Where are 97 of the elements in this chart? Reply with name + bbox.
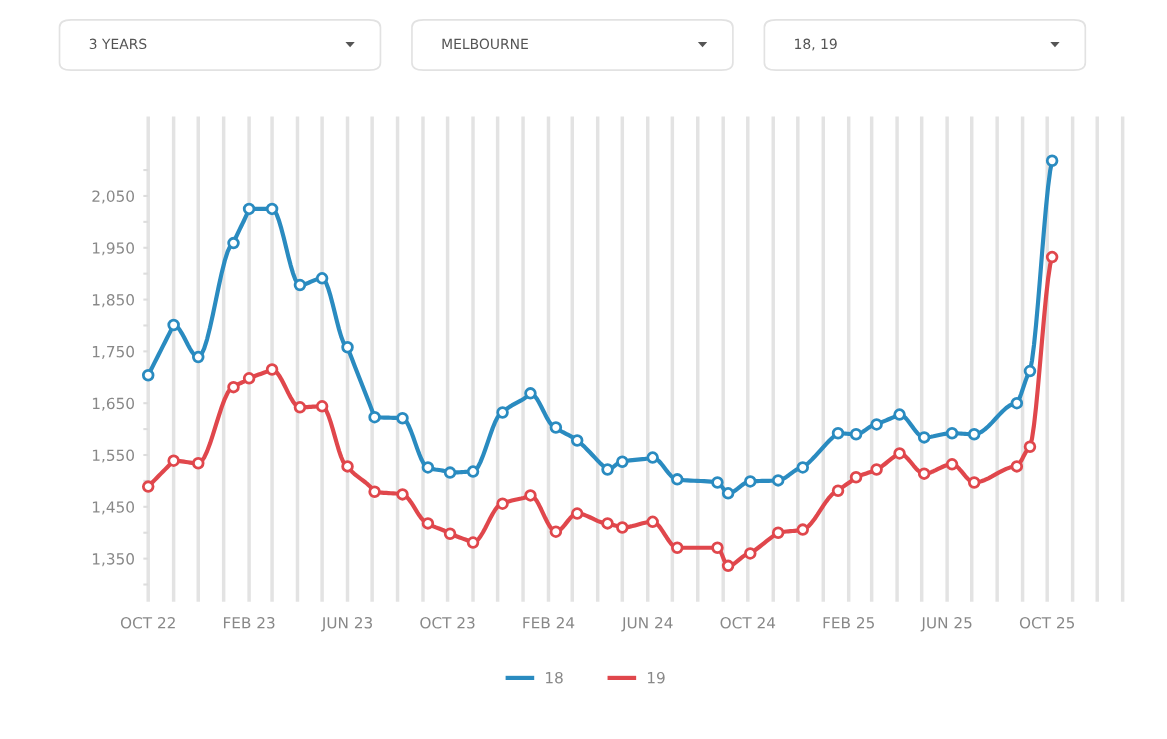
point	[601, 517, 614, 530]
point	[242, 202, 256, 216]
point	[1045, 250, 1059, 264]
y-tick-label: 1,650	[92, 397, 134, 411]
point	[646, 515, 659, 529]
y-tick-label: 1,450	[92, 501, 134, 515]
point	[549, 421, 563, 434]
x-tick-label: JUN 23	[321, 617, 373, 632]
point	[744, 547, 757, 560]
point	[496, 406, 509, 419]
point	[167, 318, 180, 332]
point	[466, 536, 480, 549]
point	[945, 458, 959, 471]
point	[421, 461, 435, 474]
point	[1023, 440, 1037, 453]
point	[315, 400, 329, 413]
y-tick-label: 2,050	[92, 190, 134, 204]
point	[396, 488, 409, 501]
point	[421, 517, 435, 530]
point	[524, 489, 537, 502]
point	[771, 474, 785, 487]
point	[570, 434, 584, 447]
point	[744, 475, 757, 488]
point	[721, 487, 735, 500]
point	[616, 521, 629, 534]
x-tick-label: OCT 23	[420, 617, 475, 629]
point	[796, 523, 810, 536]
point	[265, 202, 279, 216]
y-tick-label: 1,350	[92, 553, 134, 567]
point	[870, 463, 883, 476]
point	[601, 463, 614, 476]
point	[831, 426, 845, 440]
y-tick-label: 1,850	[92, 294, 134, 308]
point	[1045, 154, 1059, 167]
x-tick-label: OCT 22	[120, 617, 175, 629]
point	[141, 368, 155, 382]
point	[191, 350, 205, 364]
point	[443, 527, 457, 540]
point	[549, 525, 563, 538]
point	[711, 541, 724, 554]
x-tick-label: FEB 25	[823, 617, 874, 629]
point	[917, 431, 931, 444]
point	[265, 363, 279, 376]
y-tick-label: 1,950	[92, 242, 134, 256]
point	[945, 426, 959, 440]
point	[141, 480, 155, 493]
point	[1010, 396, 1024, 410]
point	[167, 454, 180, 467]
point	[721, 559, 735, 573]
legend-label: 18	[546, 671, 563, 684]
y-tick-label: 1,750	[92, 345, 134, 359]
point	[315, 272, 329, 285]
point	[967, 476, 981, 489]
point	[849, 471, 863, 484]
x-tick-label: FEB 23	[223, 617, 275, 629]
point	[396, 411, 409, 425]
text: 18, 19	[795, 38, 837, 51]
text: 3 YEARS	[89, 38, 147, 50]
point	[711, 476, 724, 489]
point	[466, 465, 480, 478]
point	[570, 507, 584, 520]
point	[293, 278, 307, 292]
point	[893, 408, 906, 421]
legend-label: 19	[647, 671, 665, 684]
point	[671, 473, 684, 486]
x-tick-label: OCT 25	[1019, 617, 1075, 629]
point	[1010, 460, 1024, 473]
point	[849, 428, 863, 441]
point	[368, 485, 381, 499]
y-tick-label: 1,550	[92, 449, 134, 463]
point	[524, 387, 537, 400]
point	[671, 541, 684, 554]
text: MELBOURNE	[442, 38, 528, 50]
point	[917, 467, 931, 480]
point	[443, 466, 457, 479]
point	[893, 447, 906, 460]
point	[1023, 364, 1037, 378]
point	[646, 451, 659, 464]
point	[967, 428, 981, 441]
x-tick-label: JUN 24	[621, 617, 673, 632]
point	[496, 497, 509, 510]
point	[368, 410, 381, 424]
x-tick-label: FEB 24	[523, 617, 575, 629]
point	[227, 380, 240, 394]
x-tick-label: OCT 24	[720, 617, 776, 629]
x-tick-label: JUN 25	[920, 617, 972, 632]
point	[831, 484, 845, 497]
point	[341, 340, 354, 354]
point	[616, 455, 629, 468]
point	[293, 401, 307, 414]
point	[870, 418, 883, 431]
point	[191, 457, 205, 470]
point	[796, 461, 810, 474]
point	[227, 236, 240, 250]
point	[242, 372, 256, 385]
point	[341, 460, 354, 473]
point	[771, 526, 785, 539]
